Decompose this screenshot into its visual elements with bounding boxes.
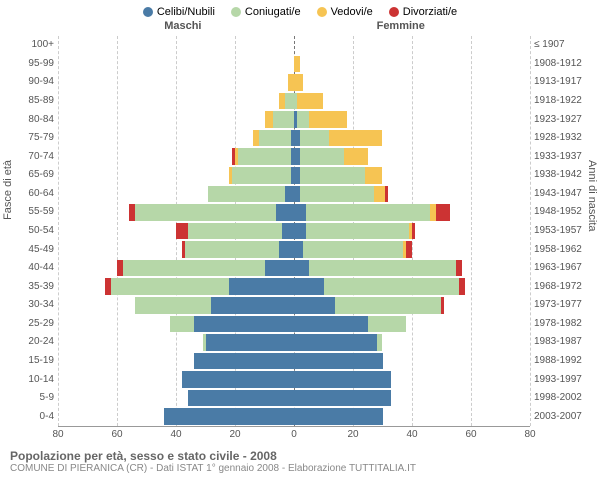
bar-row (58, 73, 530, 92)
birth-year-label: 1968-1972 (534, 281, 596, 292)
age-label: 95-99 (8, 58, 54, 69)
age-label: 25-29 (8, 318, 54, 329)
bar-row (58, 240, 530, 259)
x-axis: 80604020020406080 (58, 427, 530, 443)
gender-headers: Maschi Femmine (0, 20, 600, 36)
age-label: 35-39 (8, 281, 54, 292)
birth-year-label: 1963-1967 (534, 262, 596, 273)
bar-row (58, 55, 530, 74)
bar-row (58, 296, 530, 315)
age-label: 20-24 (8, 336, 54, 347)
age-label: 60-64 (8, 188, 54, 199)
bar-row (58, 110, 530, 129)
age-label: 80-84 (8, 114, 54, 125)
birth-year-label: ≤ 1907 (534, 39, 596, 50)
legend: Celibi/Nubili Coniugati/e Vedovi/e Divorzia… (0, 0, 600, 20)
bar-row (58, 147, 530, 166)
bar-row (58, 203, 530, 222)
birth-year-label: 1988-1992 (534, 355, 596, 366)
bar-row (58, 129, 530, 148)
age-label: 45-49 (8, 244, 54, 255)
legend-item: Vedovi/e (317, 6, 373, 18)
age-label: 0-4 (8, 411, 54, 422)
bar-row (58, 166, 530, 185)
bar-row (58, 222, 530, 241)
chart-footer: Popolazione per età, sesso e stato civil… (0, 443, 600, 474)
legend-item: Coniugati/e (231, 6, 301, 18)
birth-year-label: 1938-1942 (534, 169, 596, 180)
male-header: Maschi (164, 20, 201, 32)
legend-item: Celibi/Nubili (143, 6, 215, 18)
bar-row (58, 370, 530, 389)
birth-year-label: 1973-1977 (534, 299, 596, 310)
age-label: 70-74 (8, 151, 54, 162)
birth-year-label: 2003-2007 (534, 411, 596, 422)
age-label: 65-69 (8, 169, 54, 180)
bar-row (58, 36, 530, 55)
birth-year-label: 1948-1952 (534, 206, 596, 217)
age-label: 100+ (8, 39, 54, 50)
birth-year-label: 1933-1937 (534, 151, 596, 162)
birth-year-label: 1918-1922 (534, 95, 596, 106)
birth-year-label: 1978-1982 (534, 318, 596, 329)
age-label: 50-54 (8, 225, 54, 236)
age-label: 75-79 (8, 132, 54, 143)
age-label: 85-89 (8, 95, 54, 106)
bar-row (58, 407, 530, 426)
birth-year-label: 1908-1912 (534, 58, 596, 69)
age-label: 5-9 (8, 392, 54, 403)
chart-subtitle: COMUNE DI PIERANICA (CR) - Dati ISTAT 1°… (10, 463, 590, 474)
birth-year-label: 1983-1987 (534, 336, 596, 347)
female-header: Femmine (377, 20, 425, 32)
chart-title: Popolazione per età, sesso e stato civil… (10, 449, 590, 463)
bar-rows (58, 36, 530, 426)
birth-year-label: 1913-1917 (534, 76, 596, 87)
bar-row (58, 352, 530, 371)
birth-year-label: 1993-1997 (534, 374, 596, 385)
legend-item: Divorziati/e (389, 6, 457, 18)
bar-row (58, 277, 530, 296)
plot-area: 100+≤ 190795-991908-191290-941913-191785… (58, 36, 530, 427)
age-label: 40-44 (8, 262, 54, 273)
population-pyramid: Celibi/Nubili Coniugati/e Vedovi/e Divorzia… (0, 0, 600, 500)
birth-year-label: 1928-1932 (534, 132, 596, 143)
birth-year-label: 1998-2002 (534, 392, 596, 403)
bar-row (58, 92, 530, 111)
birth-year-label: 1923-1927 (534, 114, 596, 125)
age-label: 30-34 (8, 299, 54, 310)
age-label: 90-94 (8, 76, 54, 87)
bar-row (58, 389, 530, 408)
bar-row (58, 333, 530, 352)
bar-row (58, 185, 530, 204)
age-label: 10-14 (8, 374, 54, 385)
bar-row (58, 259, 530, 278)
age-label: 15-19 (8, 355, 54, 366)
bar-row (58, 315, 530, 334)
age-label: 55-59 (8, 206, 54, 217)
birth-year-label: 1953-1957 (534, 225, 596, 236)
birth-year-label: 1958-1962 (534, 244, 596, 255)
birth-year-label: 1943-1947 (534, 188, 596, 199)
